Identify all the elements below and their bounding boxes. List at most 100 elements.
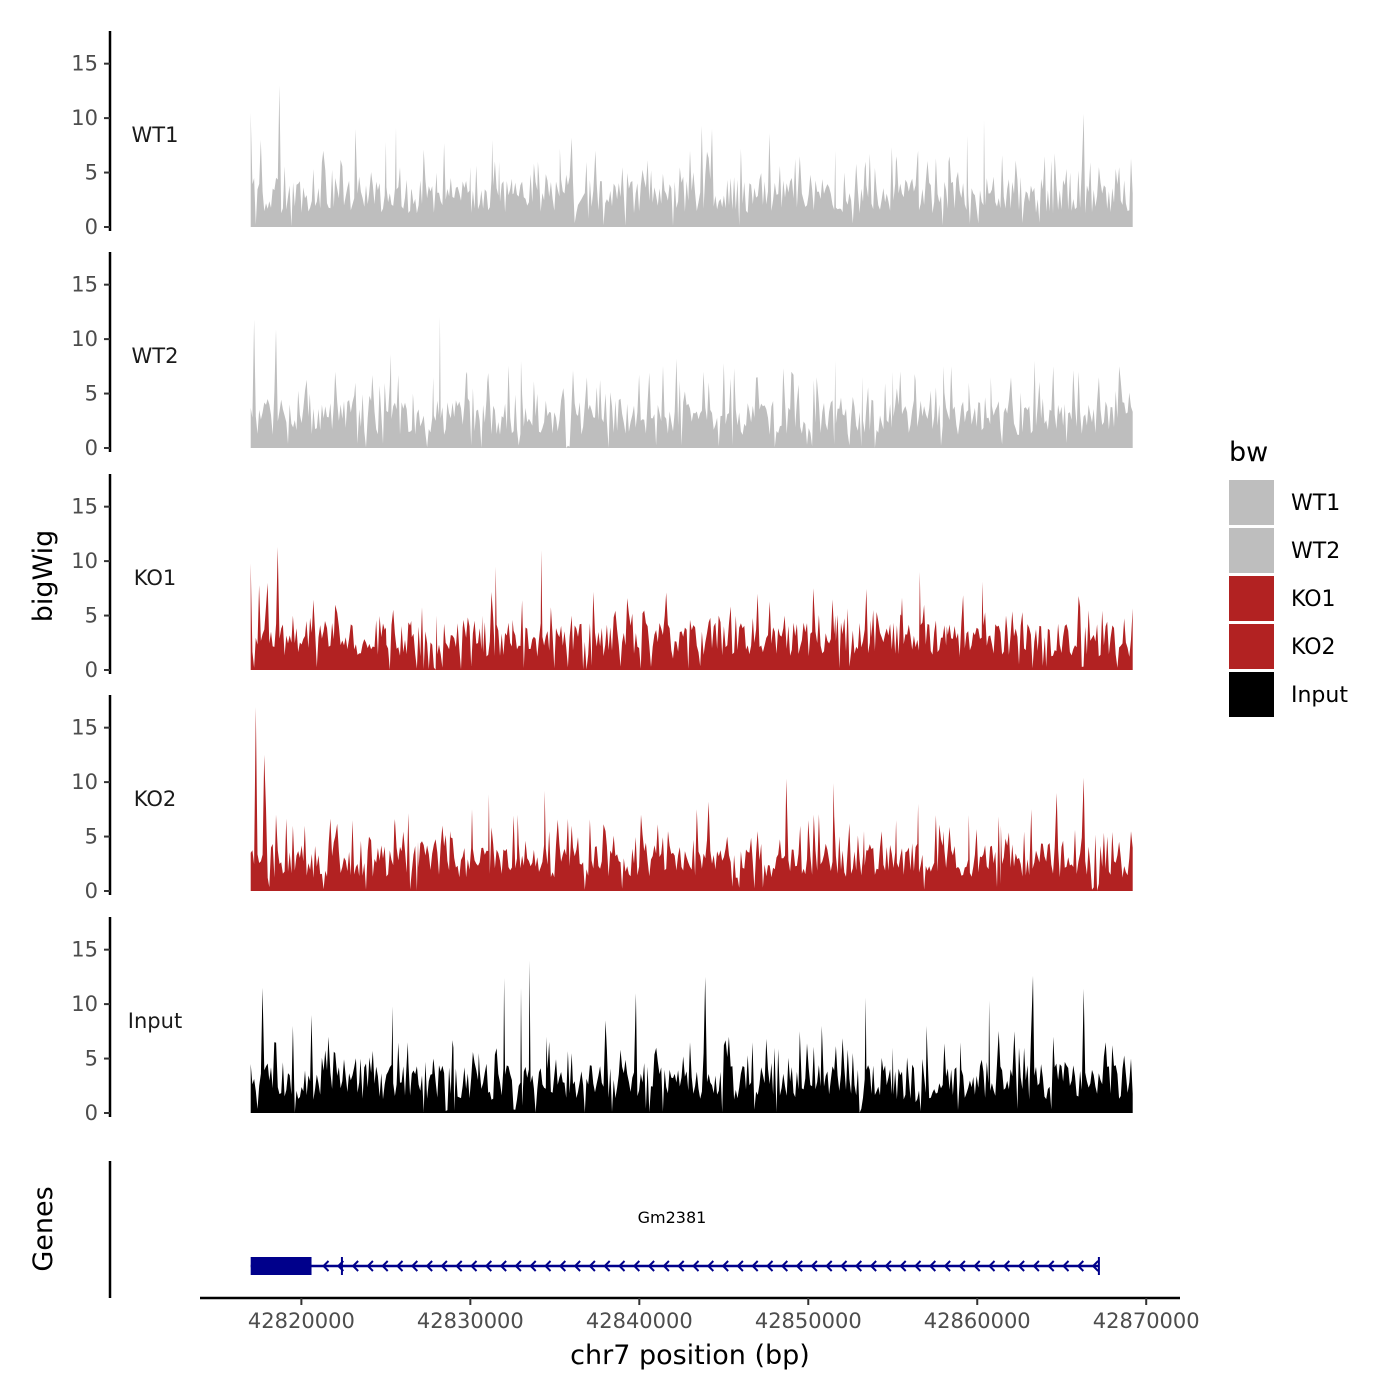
strand-arrow — [810, 1260, 818, 1272]
strand-arrow — [410, 1260, 419, 1272]
coverage-area-ko1 — [250, 547, 1133, 670]
strand-arrow — [899, 1260, 907, 1272]
strand-arrow — [1091, 1260, 1099, 1272]
strand-arrow — [988, 1260, 996, 1272]
strand-arrow — [825, 1260, 833, 1272]
coverage-area-wt1 — [250, 85, 1133, 228]
strand-arrow — [795, 1260, 803, 1272]
strand-arrow — [973, 1260, 981, 1272]
strand-arrow — [736, 1260, 744, 1272]
legend-label: KO1 — [1291, 587, 1336, 612]
x-tick-label: 42840000 — [586, 1309, 693, 1333]
track-input: 0 5 10 15 Input — [71, 917, 1133, 1125]
x-axis-title: chr7 position (bp) — [570, 1340, 810, 1371]
legend-title: bw — [1229, 437, 1268, 468]
strand-arrow — [544, 1260, 552, 1272]
strand-arrow — [721, 1260, 729, 1272]
strand-arrow — [677, 1260, 685, 1272]
strand-arrow — [884, 1260, 892, 1272]
x-tick-label: 42870000 — [1093, 1309, 1200, 1333]
strand-arrow — [514, 1260, 522, 1272]
y-tick-label: 0 — [85, 215, 98, 239]
strand-arrow — [914, 1260, 922, 1272]
y-tick-label: 10 — [71, 770, 98, 794]
y-tick-label: 10 — [71, 549, 98, 573]
strand-arrow — [381, 1260, 389, 1272]
strand-arrow — [618, 1260, 626, 1272]
strand-arrow — [943, 1260, 951, 1272]
coverage-area-ko2 — [250, 707, 1133, 891]
y-tick-label: 0 — [85, 879, 98, 903]
y-axis-title: bigWig — [28, 530, 59, 623]
track-ko1: 0 5 10 15 KO1 — [71, 474, 1133, 682]
legend-swatch — [1229, 672, 1274, 717]
y-tick-label: 5 — [85, 161, 98, 185]
y-tick-label: 15 — [71, 52, 98, 76]
strand-arrow — [470, 1260, 478, 1272]
strand-arrow — [603, 1260, 611, 1272]
strand-arrow — [440, 1260, 448, 1272]
y-tick-label: 5 — [85, 1047, 98, 1071]
x-tick-label: 42830000 — [417, 1309, 524, 1333]
x-tick-label: 42820000 — [248, 1309, 355, 1333]
y-tick-label: 5 — [85, 825, 98, 849]
strand-arrow — [662, 1260, 670, 1272]
gene-track-title: Genes — [28, 1186, 59, 1271]
strand-arrow — [692, 1260, 700, 1272]
strand-arrow — [706, 1260, 715, 1272]
y-tick-label: 5 — [85, 604, 98, 628]
y-tick-label: 10 — [71, 327, 98, 351]
legend-swatch — [1229, 576, 1274, 621]
strand-arrow — [766, 1260, 774, 1272]
strand-arrow — [558, 1260, 567, 1272]
legend-label: KO2 — [1291, 635, 1336, 660]
y-tick-label: 15 — [71, 495, 98, 519]
legend: bw WT1 WT2 KO1 KO2 Input — [1229, 437, 1348, 717]
strand-arrow — [1032, 1260, 1040, 1272]
legend-swatch — [1229, 528, 1274, 573]
track-label: WT2 — [132, 344, 179, 368]
strand-arrow — [647, 1260, 655, 1272]
track-label: WT1 — [132, 123, 179, 147]
coverage-area-wt2 — [250, 316, 1133, 448]
y-tick-label: 0 — [85, 658, 98, 682]
y-tick-label: 10 — [71, 992, 98, 1016]
strand-arrow — [958, 1260, 966, 1272]
strand-arrow — [1002, 1260, 1011, 1272]
strand-arrow — [484, 1260, 493, 1272]
strand-arrow — [529, 1260, 537, 1272]
x-tick-label: 42860000 — [924, 1309, 1031, 1333]
legend-swatch — [1229, 480, 1274, 525]
y-tick-label: 10 — [71, 106, 98, 130]
gene-track: Gm2381 — [108, 1161, 1100, 1298]
strand-arrow — [322, 1260, 330, 1272]
strand-arrow — [751, 1260, 759, 1272]
strand-arrow — [1047, 1260, 1055, 1272]
y-tick-label: 15 — [71, 273, 98, 297]
y-tick-label: 0 — [85, 436, 98, 460]
strand-arrow — [366, 1260, 374, 1272]
track-label: KO1 — [134, 566, 177, 590]
gene-exon — [250, 1257, 312, 1275]
strand-arrow — [1076, 1260, 1085, 1272]
x-axis: 42820000 42830000 42840000 42850000 42860000… — [200, 1296, 1200, 1333]
x-tick-label: 42850000 — [755, 1309, 862, 1333]
y-tick-label: 15 — [71, 716, 98, 740]
legend-label: WT1 — [1291, 491, 1340, 516]
strand-arrow — [499, 1260, 507, 1272]
gene-name-label: Gm2381 — [638, 1208, 707, 1227]
y-tick-label: 5 — [85, 382, 98, 406]
track-label: Input — [128, 1009, 182, 1033]
legend-swatch — [1229, 624, 1274, 669]
y-tick-label: 15 — [71, 938, 98, 962]
y-tick-label: 0 — [85, 1101, 98, 1125]
strand-arrow — [396, 1260, 404, 1272]
strand-arrow — [840, 1260, 848, 1272]
strand-arrow — [588, 1260, 596, 1272]
track-wt1: 0 5 10 15 WT1 — [71, 31, 1133, 239]
strand-arrow — [928, 1260, 937, 1272]
legend-label: Input — [1291, 683, 1348, 708]
track-ko2: 0 5 10 15 KO2 — [71, 695, 1133, 903]
strand-arrow — [1017, 1260, 1025, 1272]
strand-arrow — [425, 1260, 433, 1272]
